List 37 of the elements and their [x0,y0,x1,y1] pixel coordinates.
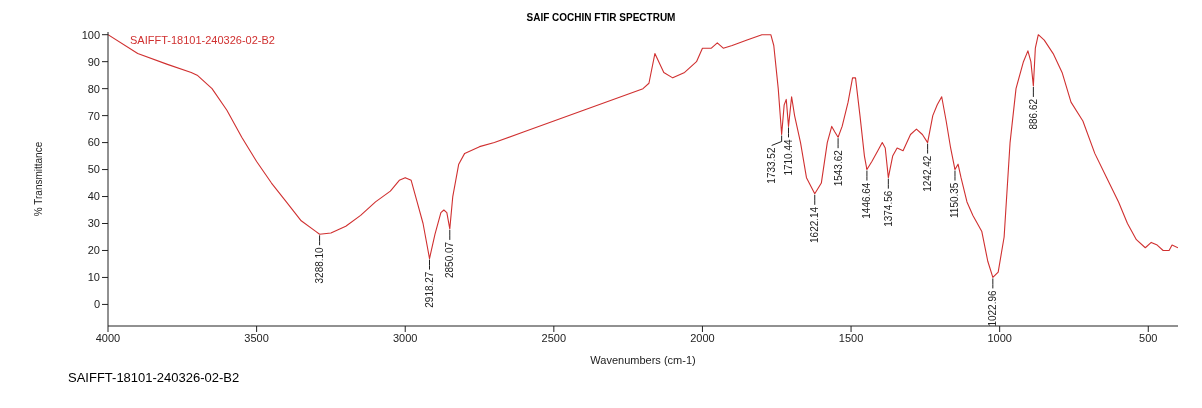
annotation: 1710.44 [783,138,795,176]
annotation: 1622.14 [809,206,821,243]
y-axis-title: % Transmittance [32,141,44,217]
annotation: 1543.62 [832,149,844,187]
x-tick-label: 2000 [690,331,715,344]
annotation: 2918.27 [424,271,436,308]
y-tick-label: 40 [87,190,100,203]
annotation: 1446.64 [861,182,873,219]
chart-title: SAIF COCHIN FTIR SPECTRUM [525,11,677,25]
annotation: 1150.35 [949,182,961,218]
annotation: 1242.42 [922,155,934,192]
y-tick-label: 50 [87,163,100,176]
x-tick-label: 3000 [392,331,418,344]
x-tick-label: 4000 [95,331,121,344]
y-tick-label: 0 [93,298,100,311]
annotation: 3288.10 [314,246,326,284]
x-tick-label: 1500 [838,331,864,344]
y-tick-label: 60 [87,136,100,149]
y-tick-label: 100 [81,28,100,41]
y-tick-label: 10 [87,271,100,284]
x-tick-label: 3500 [244,331,269,344]
annotation: 886.62 [1027,98,1039,130]
annotation: 1374.56 [882,190,894,227]
x-tick-label: 1000 [987,331,1012,344]
text: SAIFFT-18101-240326-02-B2 [67,370,241,387]
y-tick-label: 70 [87,109,100,122]
series-label: SAIFFT-18101-240326-02-B2 [130,34,275,46]
y-tick-label: 80 [87,82,100,95]
y-tick-label: 30 [87,217,100,230]
x-tick-label: 500 [1139,331,1158,344]
annotation: 1733.52 [766,147,778,184]
x-tick-label: 2500 [541,331,567,344]
y-tick-label: 20 [87,244,100,257]
x-axis-title: Wavenumbers (cm-1) [590,354,696,366]
annotation: 1022.96 [987,290,999,327]
annotation: 2850.07 [444,241,456,279]
y-tick-label: 90 [87,55,100,68]
